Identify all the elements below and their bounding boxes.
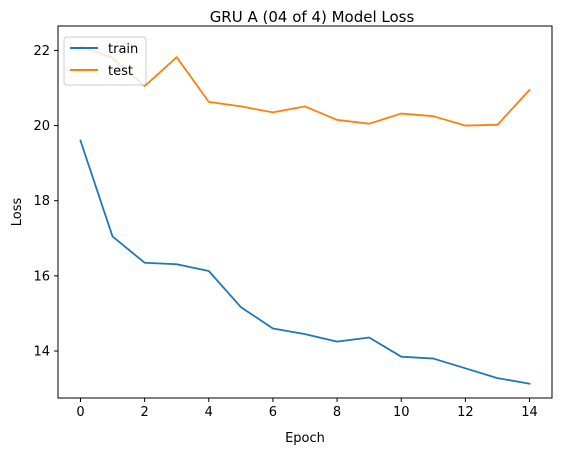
- series-line-test: [79, 45, 531, 127]
- legend: train test: [63, 36, 147, 86]
- x-axis: 0 2 4 6 8 10 12 14: [76, 398, 538, 420]
- y-tick-label: 22: [33, 44, 50, 59]
- plot-area: [57, 25, 553, 399]
- legend-label-train: train: [108, 42, 138, 57]
- series-line-train: [79, 139, 531, 385]
- y-tick-label: 20: [33, 119, 50, 134]
- y-axis: 14 16 18 20 22: [33, 44, 58, 360]
- x-tick-label: 14: [521, 405, 538, 420]
- y-tick-label: 14: [33, 345, 50, 360]
- series-layer: [79, 45, 531, 385]
- y-tick-label: 16: [33, 269, 50, 284]
- x-tick-label: 10: [393, 405, 410, 420]
- y-tick-label: 18: [33, 194, 50, 209]
- plot-frame: [57, 25, 553, 399]
- x-tick-label: 6: [269, 405, 277, 420]
- legend-label-test: test: [108, 64, 133, 79]
- x-tick-label: 2: [140, 405, 148, 420]
- x-tick-label: 12: [457, 405, 474, 420]
- x-tick-label: 4: [205, 405, 213, 420]
- x-axis-label: Epoch: [285, 431, 325, 446]
- x-tick-label: 0: [76, 405, 84, 420]
- chart-title: GRU A (04 of 4) Model Loss: [210, 8, 415, 26]
- y-axis-label: Loss: [10, 198, 25, 227]
- x-tick-label: 8: [333, 405, 341, 420]
